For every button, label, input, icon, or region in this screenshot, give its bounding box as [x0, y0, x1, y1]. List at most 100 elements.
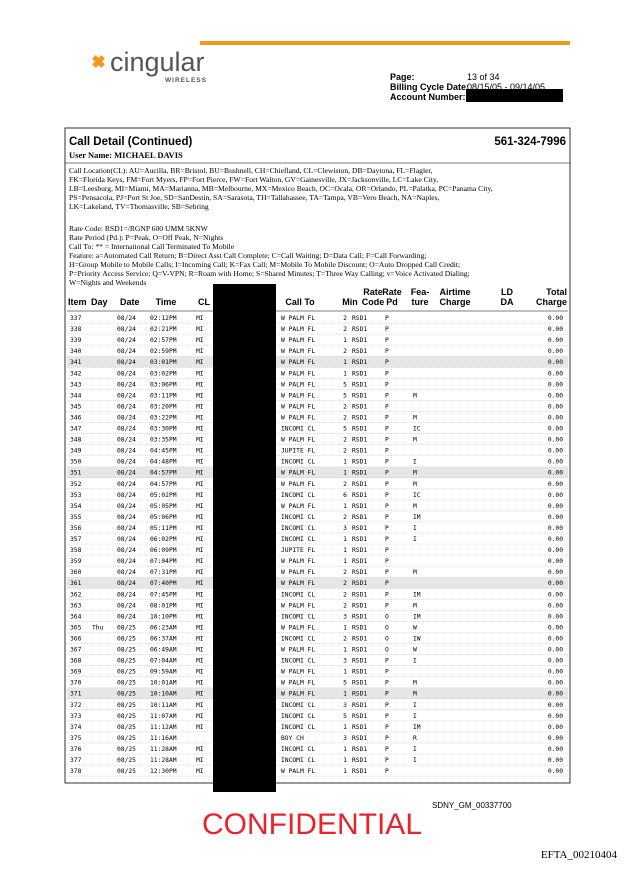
detail-frame — [64, 127, 571, 784]
table-cell: P — [385, 713, 389, 720]
table-cell: 0.00 — [548, 381, 563, 388]
table-cell: I — [413, 713, 417, 720]
page-info: Page: 13 of 34 Billing Cycle Date: 08/15… — [390, 72, 545, 102]
table-cell: 2 — [343, 326, 347, 333]
table-cell: W PALM FL — [281, 326, 315, 333]
table-cell: 08/24 — [117, 492, 136, 499]
table-cell: 0.00 — [548, 635, 563, 642]
table-cell: M — [413, 602, 417, 609]
table-cell: RSD1 — [352, 713, 367, 720]
table-cell: 11:16AM — [150, 735, 177, 742]
table-cell: MI — [196, 635, 204, 642]
table-cell: MI — [196, 569, 204, 576]
table-cell: MI — [196, 315, 204, 322]
table-cell: P — [385, 492, 389, 499]
row-shade — [67, 687, 568, 699]
table-cell: RSD1 — [352, 337, 367, 344]
table-cell: MI — [196, 624, 204, 631]
table-cell: BOY CH — [281, 735, 304, 742]
table-cell: 0.00 — [548, 746, 563, 753]
table-cell: RSD1 — [352, 392, 367, 399]
table-cell: 06:09PM — [150, 547, 177, 554]
table-cell: P — [385, 459, 389, 466]
table-cell: P — [385, 437, 389, 444]
table-cell: W PALM FL — [281, 437, 315, 444]
table-cell: 2 — [343, 602, 347, 609]
table-cell: MI — [196, 481, 204, 488]
table-cell: 03:11PM — [150, 392, 177, 399]
table-cell: 3 — [343, 525, 347, 532]
table-cell: 2 — [343, 635, 347, 642]
table-cell: RSD1 — [352, 459, 367, 466]
table-cell: MI — [196, 370, 204, 377]
table-cell: 08/24 — [117, 381, 136, 388]
table-cell: 06:49AM — [150, 647, 177, 654]
table-cell: 08/24 — [117, 459, 136, 466]
table-cell: INCOMI CL — [281, 724, 315, 731]
table-cell: 0.00 — [548, 348, 563, 355]
table-cell: JUPITE FL — [281, 547, 315, 554]
table-cell: RSD1 — [352, 669, 367, 676]
bates-number: SDNY_GM_00337700 — [432, 801, 512, 810]
table-cell: 342 — [70, 370, 82, 377]
table-cell: 0.00 — [548, 757, 563, 764]
table-cell: 339 — [70, 337, 82, 344]
table-cell: 08/24 — [117, 370, 136, 377]
table-cell: 04:48PM — [150, 459, 177, 466]
table-cell: 08/24 — [117, 326, 136, 333]
table-cell: P — [385, 326, 389, 333]
table-cell: IC — [413, 492, 421, 499]
table-cell: 08/24 — [117, 315, 136, 322]
table-cell: 06:02PM — [150, 536, 177, 543]
table-cell: 2 — [343, 591, 347, 598]
table-cell: W PALM FL — [281, 580, 315, 587]
table-cell: 11:12AM — [150, 724, 177, 731]
table-cell: 02:59PM — [150, 348, 177, 355]
table-cell: 08/25 — [117, 724, 136, 731]
page-label: Page: — [390, 72, 415, 82]
table-cell: INCOMI CL — [281, 426, 315, 433]
table-cell: R — [413, 735, 417, 742]
table-cell: 07:45PM — [150, 591, 177, 598]
table-cell: 2 — [343, 437, 347, 444]
table-cell: 0.00 — [548, 580, 563, 587]
table-cell: 08/24 — [117, 414, 136, 421]
table-cell: 0.00 — [548, 713, 563, 720]
table-cell: P — [385, 558, 389, 565]
table-cell: 08/24 — [117, 514, 136, 521]
table-cell: 1 — [343, 647, 347, 654]
table-cell: RSD1 — [352, 635, 367, 642]
table-cell: INCOMI CL — [281, 613, 315, 620]
table-cell: RSD1 — [352, 613, 367, 620]
table-cell: P — [385, 591, 389, 598]
table-cell: RSD1 — [352, 326, 367, 333]
table-cell: 08/24 — [117, 437, 136, 444]
table-cell: 08/24 — [117, 481, 136, 488]
table-cell: 377 — [70, 757, 82, 764]
column-header: Pd — [386, 297, 398, 307]
table-cell: INCOMI CL — [281, 746, 315, 753]
table-cell: RSD1 — [352, 514, 367, 521]
table-cell: 08/24 — [117, 580, 136, 587]
table-cell: MI — [196, 724, 204, 731]
table-cell: MI — [196, 647, 204, 654]
table-cell: 05:11PM — [150, 525, 177, 532]
legend-line: W=Nights and Weekends — [69, 278, 146, 287]
table-cell: 1 — [343, 624, 347, 631]
section-title: Call Detail (Continued) — [69, 136, 192, 148]
table-cell: MI — [196, 348, 204, 355]
orange-rule — [200, 41, 570, 45]
table-cell: 2 — [343, 403, 347, 410]
table-cell: 1 — [343, 724, 347, 731]
table-cell: 376 — [70, 746, 82, 753]
table-cell: MI — [196, 713, 204, 720]
table-cell: 362 — [70, 591, 82, 598]
table-cell: 07:31PM — [150, 569, 177, 576]
column-header: Fea- — [411, 287, 430, 297]
table-cell: INCOMI CL — [281, 459, 315, 466]
table-cell: MI — [196, 426, 204, 433]
table-cell: W PALM FL — [281, 624, 315, 631]
table-cell: 06:23AM — [150, 624, 177, 631]
table-cell: 02:21PM — [150, 326, 177, 333]
table-cell: I — [413, 525, 417, 532]
